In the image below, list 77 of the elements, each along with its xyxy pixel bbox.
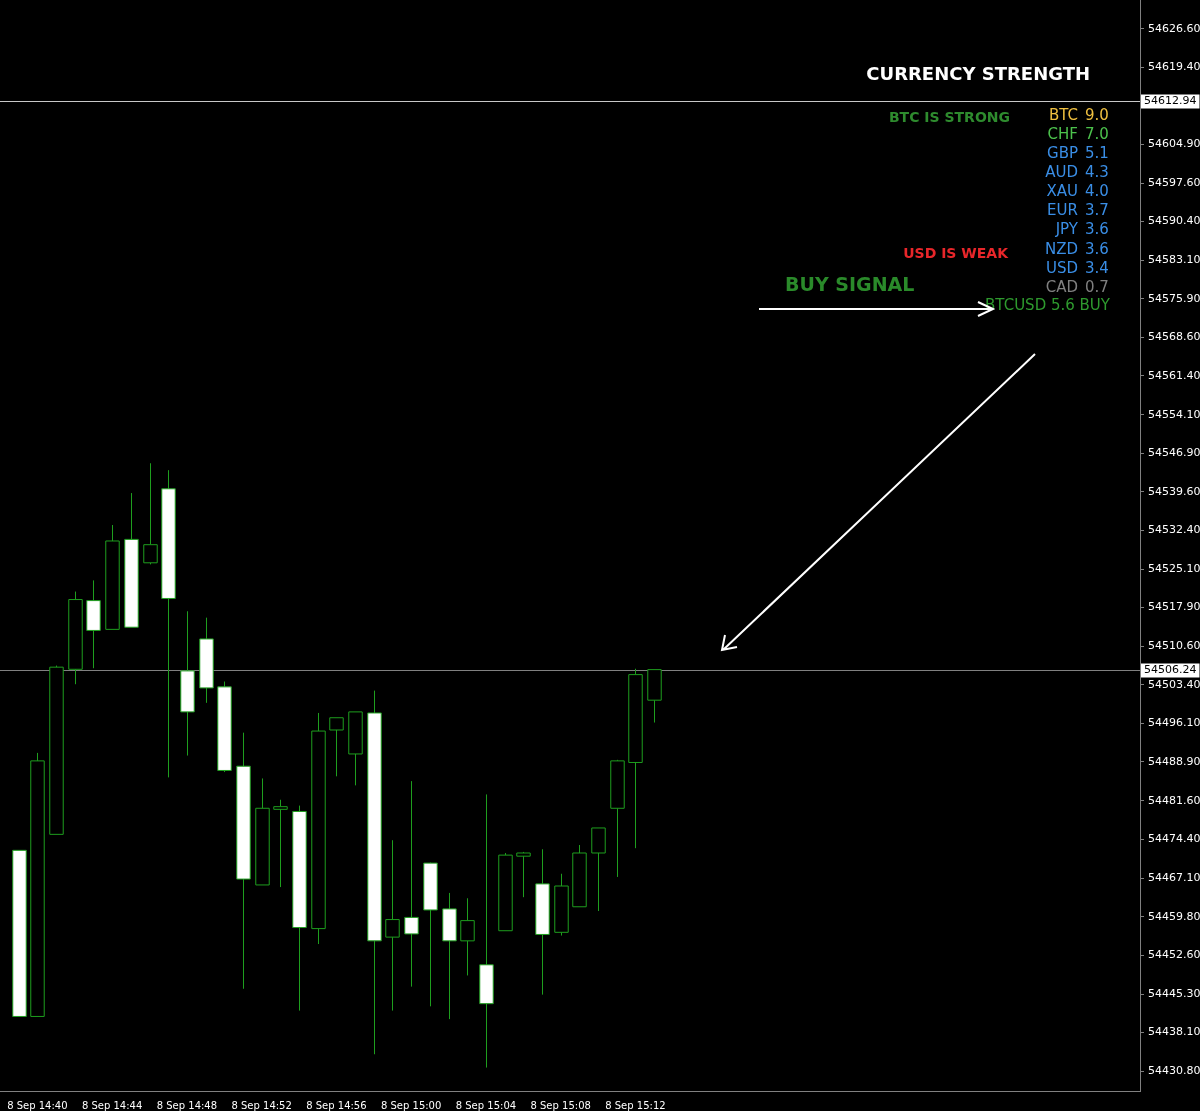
x-tick-label: 8 Sep 14:48: [156, 1099, 218, 1111]
candlestick: [610, 760, 625, 878]
candlestick: [628, 668, 643, 849]
candlestick: [236, 732, 251, 990]
y-tick-label: 54438.10: [1148, 1025, 1200, 1039]
candlestick: [292, 805, 307, 1012]
x-tick-label: 8 Sep 15:04: [455, 1099, 517, 1111]
annotation: BUY SIGNAL: [785, 272, 915, 295]
candlestick: [367, 690, 382, 1055]
y-tick-label: 54445.30: [1148, 986, 1200, 1000]
candlestick: [554, 873, 569, 937]
candlestick: [442, 892, 457, 1020]
annotation: USD IS WEAK: [903, 244, 1010, 261]
ref-line-label: 54612.94: [1144, 94, 1197, 108]
candlestick: [423, 862, 438, 1007]
x-tick-label: 8 Sep 15:00: [380, 1099, 442, 1111]
y-tick-label: 54517.90: [1148, 600, 1200, 614]
candlestick: [143, 462, 158, 565]
x-tick-label: 8 Sep 14:52: [231, 1099, 292, 1111]
candlestick: [535, 848, 550, 996]
annotation: BTC IS STRONG: [888, 108, 1010, 125]
y-tick-label: 54554.10: [1148, 407, 1200, 421]
x-tick-label: 8 Sep 14:44: [81, 1099, 143, 1111]
annotation: USD 3.4: [1045, 258, 1109, 277]
y-tick-label: 54430.80: [1148, 1064, 1200, 1078]
candlestick: [647, 669, 662, 724]
y-tick-label: 54467.10: [1148, 870, 1200, 884]
candlestick: [385, 839, 400, 1012]
y-tick-label: 54459.80: [1148, 909, 1200, 923]
y-tick-label: 54626.60: [1148, 21, 1200, 35]
candlestick: [199, 617, 214, 704]
candlestick: [255, 777, 270, 886]
y-tick-label: 54510.60: [1148, 639, 1200, 653]
x-tick-label: 8 Sep 14:40: [7, 1099, 68, 1111]
annotation: AUD 4.3: [1045, 163, 1109, 182]
annotation: CHF 7.0: [1047, 124, 1109, 143]
x-tick-label: 8 Sep 14:56: [306, 1099, 367, 1111]
candlestick: [311, 712, 326, 945]
x-tick-label: 8 Sep 15:12: [605, 1099, 666, 1111]
y-tick-label: 54590.40: [1148, 214, 1200, 228]
text: CURRENCY STRENGTH: [866, 62, 1090, 84]
candlestick: [68, 591, 83, 685]
annotation: EUR 3.7: [1047, 201, 1109, 220]
y-tick-label: 54604.90: [1148, 137, 1200, 151]
candlestick: [348, 711, 363, 786]
candlestick: [479, 793, 494, 1069]
candlestick: [460, 897, 475, 976]
y-tick-label: 54568.60: [1148, 330, 1200, 344]
candlestick: [124, 492, 139, 628]
candlestick: [180, 610, 195, 757]
y-tick-label: 54488.90: [1148, 754, 1200, 768]
candlestick: [273, 799, 288, 888]
candlestick: [161, 469, 176, 778]
annotation: CAD 0.7: [1045, 277, 1109, 296]
annotation: XAU 4.0: [1046, 182, 1109, 201]
y-tick-label: 54561.40: [1148, 368, 1200, 382]
y-tick-label: 54496.10: [1148, 716, 1200, 730]
y-tick-label: 54539.60: [1148, 484, 1200, 498]
y-tick-label: 54503.40: [1148, 677, 1200, 691]
y-tick-label: 54546.90: [1148, 445, 1200, 459]
y-tick-label: 54525.10: [1148, 562, 1200, 576]
ref-line-label: 54506.24: [1144, 663, 1197, 677]
annotation: BTC 9.0: [1048, 105, 1109, 124]
y-tick-label: 54481.60: [1148, 793, 1200, 807]
y-tick-label: 54575.90: [1148, 291, 1200, 305]
annotation: JPY 3.6: [1054, 220, 1109, 239]
y-tick-label: 54619.40: [1148, 59, 1200, 73]
x-tick-label: 8 Sep 15:08: [530, 1099, 591, 1111]
y-tick-label: 54532.40: [1148, 523, 1200, 537]
y-tick-label: 54474.40: [1148, 832, 1200, 846]
annotation: NZD 3.6: [1044, 239, 1109, 258]
candlestick: [105, 524, 120, 630]
y-tick-label: 54597.60: [1148, 176, 1200, 190]
candlestick: [86, 579, 101, 669]
y-tick-label: 54583.10: [1148, 253, 1200, 267]
y-tick-label: 54452.60: [1148, 948, 1200, 962]
annotation: GBP 5.1: [1047, 144, 1109, 163]
